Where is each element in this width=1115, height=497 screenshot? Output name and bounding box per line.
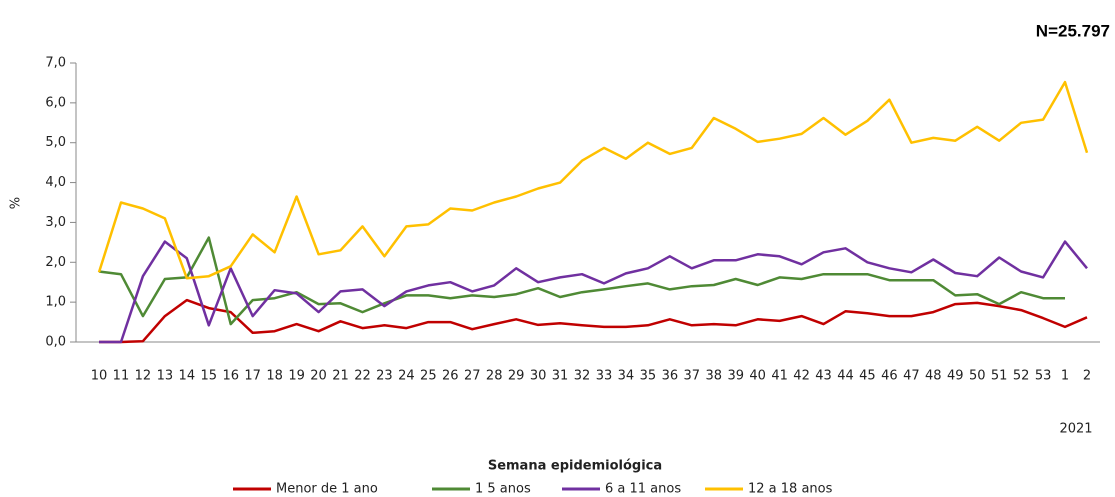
x-tick-label: 43 — [815, 369, 832, 384]
year-annotation: 2021 — [1059, 422, 1092, 437]
x-tick-label: 44 — [837, 369, 854, 384]
x-tick-label: 37 — [684, 369, 701, 384]
x-tick-label: 24 — [398, 369, 415, 384]
x-tick-label: 17 — [244, 369, 261, 384]
chart-title: N=25.797 — [1036, 21, 1110, 40]
x-tick-label: 25 — [420, 369, 437, 384]
x-tick-label: 53 — [1035, 369, 1052, 384]
y-tick-label: 0,0 — [45, 335, 66, 350]
x-tick-label: 47 — [903, 369, 920, 384]
x-tick-label: 39 — [727, 369, 744, 384]
x-tick-label: 27 — [464, 369, 481, 384]
x-tick-label: 16 — [222, 369, 239, 384]
x-axis-label: Semana epidemiológica — [488, 459, 662, 474]
series-line — [99, 240, 1088, 344]
x-tick-label: 31 — [552, 369, 569, 384]
series-line — [99, 298, 1088, 344]
x-tick-label: 1 — [1061, 369, 1069, 384]
series-line — [98, 236, 1065, 326]
x-tick-label: 10 — [91, 369, 108, 384]
y-tick-label: 2,0 — [45, 255, 66, 270]
y-tick-label: 7,0 — [45, 56, 66, 71]
x-tick-label: 52 — [1013, 369, 1030, 384]
y-tick-label: 4,0 — [45, 175, 66, 190]
x-tick-label: 29 — [508, 369, 525, 384]
x-tick-label: 36 — [662, 369, 679, 384]
legend-label: Menor de 1 ano — [276, 482, 378, 497]
x-tick-label: 34 — [618, 369, 635, 384]
x-tick-label: 11 — [113, 369, 130, 384]
x-tick-label: 30 — [530, 369, 547, 384]
x-tick-label: 51 — [991, 369, 1008, 384]
x-tick-label: 12 — [135, 369, 152, 384]
x-tick-label: 46 — [881, 369, 898, 384]
x-tick-label: 22 — [354, 369, 371, 384]
y-tick-label: 5,0 — [45, 135, 66, 150]
y-tick-label: 6,0 — [45, 95, 66, 110]
x-tick-label: 21 — [332, 369, 349, 384]
x-tick-label: 14 — [179, 369, 196, 384]
x-tick-label: 23 — [376, 369, 393, 384]
legend-label: 6 a 11 anos — [605, 482, 681, 497]
x-tick-label: 19 — [288, 369, 305, 384]
x-tick-label: 20 — [310, 369, 327, 384]
x-tick-label: 42 — [793, 369, 810, 384]
y-tick-label: 1,0 — [45, 295, 66, 310]
x-tick-label: 33 — [596, 369, 613, 384]
legend-label: 1 5 anos — [475, 482, 531, 497]
y-axis-label: % — [9, 197, 24, 209]
x-tick-label: 45 — [859, 369, 876, 384]
x-tick-label: 50 — [969, 369, 986, 384]
x-tick-label: 26 — [442, 369, 459, 384]
x-tick-label: 40 — [749, 369, 766, 384]
x-tick-label: 15 — [201, 369, 218, 384]
x-tick-label: 35 — [640, 369, 657, 384]
x-tick-label: 13 — [157, 369, 174, 384]
x-tick-label: 48 — [925, 369, 942, 384]
x-tick-label: 38 — [705, 369, 722, 384]
y-tick-label: 3,0 — [45, 215, 66, 230]
legend-label: 12 a 18 anos — [748, 482, 833, 497]
series-line — [97, 80, 1089, 280]
x-tick-label: 49 — [947, 369, 964, 384]
x-tick-label: 28 — [486, 369, 503, 384]
x-tick-label: 18 — [266, 369, 283, 384]
x-tick-label: 32 — [574, 369, 591, 384]
x-tick-label: 2 — [1083, 369, 1091, 384]
x-tick-label: 41 — [771, 369, 788, 384]
